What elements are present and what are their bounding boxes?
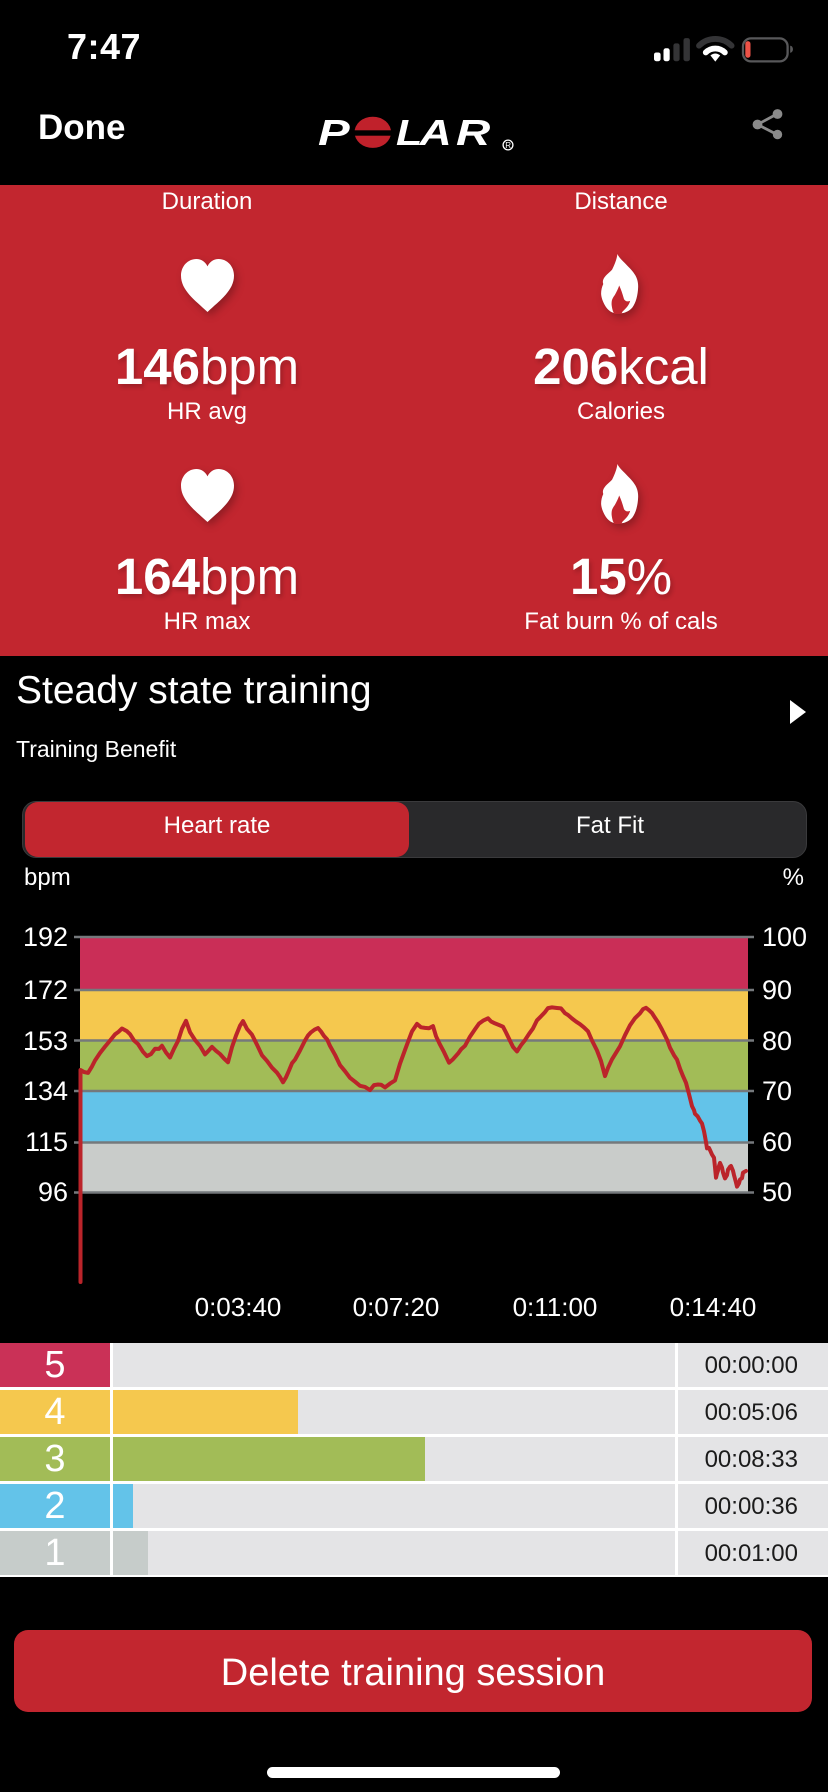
svg-text:L: L [396, 113, 422, 153]
svg-text:R: R [505, 141, 511, 150]
svg-text:R: R [456, 112, 491, 153]
svg-text:A: A [418, 112, 451, 153]
svg-text:P: P [318, 112, 351, 153]
